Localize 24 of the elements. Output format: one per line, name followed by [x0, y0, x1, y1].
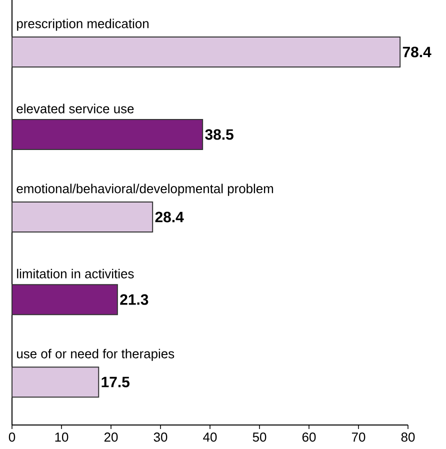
x-tick-label: 70	[352, 432, 366, 442]
x-tick-label: 80	[401, 432, 415, 442]
x-tick-label: 10	[55, 432, 68, 442]
x-tick-label: 20	[104, 432, 118, 442]
data-label: 17.5	[102, 376, 130, 388]
bar	[12, 202, 154, 233]
data-label: 21.3	[120, 294, 148, 305]
y-tick-label: prescription medication	[17, 18, 148, 31]
bar	[12, 36, 401, 68]
x-tick-label: 50	[252, 432, 266, 442]
data-label: 78.4	[402, 46, 432, 58]
data-label: 38.5	[205, 129, 234, 140]
bar	[12, 119, 204, 150]
x-tick-label: 60	[302, 432, 316, 442]
x-tick-label: 30	[154, 432, 168, 442]
x-tick-label: 0	[8, 432, 16, 442]
bar	[12, 284, 118, 316]
y-tick-label: elevated service use	[16, 104, 134, 114]
y-tick-label: limitation in activities	[17, 268, 134, 278]
bar	[12, 366, 100, 398]
x-tick-label: 40	[203, 432, 217, 442]
data-label: 28.4	[155, 212, 184, 222]
y-tick-label: emotional/behavioral/developmental problem	[16, 184, 274, 196]
y-tick-label: use of or need for therapies	[17, 348, 174, 361]
